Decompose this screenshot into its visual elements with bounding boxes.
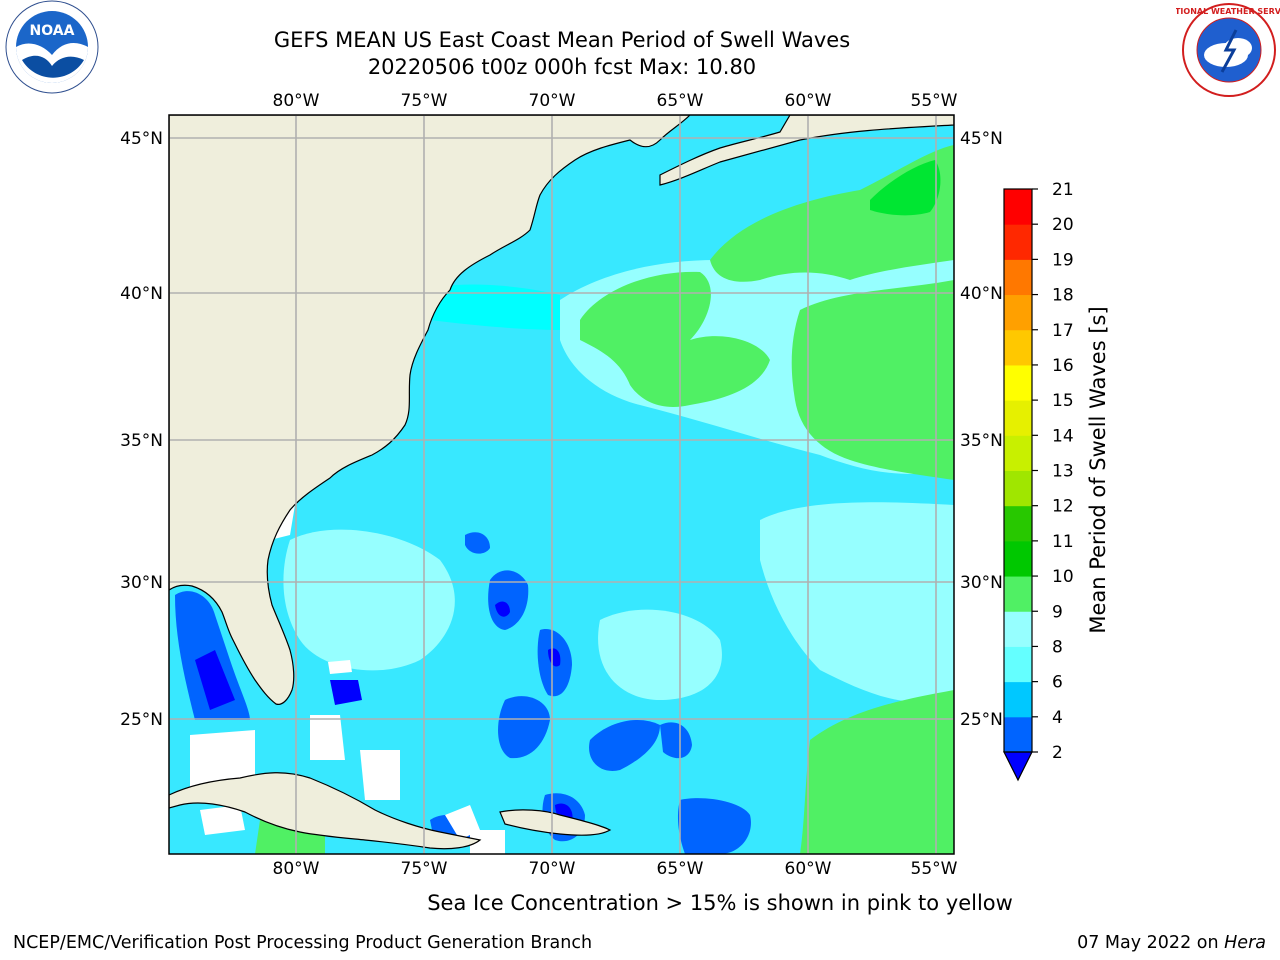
colorbar-under-arrow xyxy=(1003,751,1033,782)
land-hispaniola xyxy=(499,809,612,836)
lon-labels-top: 80°W 75°W 70°W 65°W 60°W 55°W xyxy=(273,91,958,111)
colorbar-band xyxy=(1004,646,1032,683)
lat-tick-label: 40°N xyxy=(960,284,1003,304)
colorbar-band xyxy=(1004,576,1032,612)
land-north-america xyxy=(169,115,691,705)
field-8-9s-west xyxy=(283,529,455,671)
lat-tick-label: 45°N xyxy=(120,129,163,149)
colorbar-tick-label: 17 xyxy=(1052,321,1074,341)
lat-tick-label: 40°N xyxy=(120,284,163,304)
nws-logo: NATIONAL WEATHER SERVICE xyxy=(1176,3,1280,97)
lat-labels-left: 45°N 40°N 35°N 30°N 25°N xyxy=(120,129,163,730)
svg-text:NATIONAL WEATHER SERVICE: NATIONAL WEATHER SERVICE xyxy=(1176,7,1280,16)
field-9-10s-southeast xyxy=(800,690,954,854)
colorbar-tick-label: 4 xyxy=(1052,708,1063,728)
map-subtitle: 20220506 t00z 000h fcst Max: 10.80 xyxy=(367,55,757,79)
field-9-10s-central xyxy=(580,271,770,408)
land-nova-scotia xyxy=(659,115,954,186)
lat-tick-label: 35°N xyxy=(120,431,163,451)
colorbar-tick-label: 16 xyxy=(1052,356,1074,376)
colorbar-tick-label: 18 xyxy=(1052,286,1074,306)
colorbar-band xyxy=(1004,716,1032,753)
field-9-10s-northeast xyxy=(710,145,954,282)
colorbar-band xyxy=(1004,259,1032,296)
lon-tick-label: 55°W xyxy=(911,91,958,111)
colorbar-tick-label: 14 xyxy=(1052,426,1074,446)
colorbar-tick-label: 10 xyxy=(1052,567,1074,587)
colorbar-band xyxy=(1004,540,1032,577)
lat-tick-label: 30°N xyxy=(120,573,163,593)
lat-labels-right: 45°N 40°N 35°N 30°N 25°N xyxy=(960,129,1003,730)
colorbar-band xyxy=(1004,400,1032,436)
map-frame xyxy=(168,114,955,855)
sea-ice-note: Sea Ice Concentration > 15% is shown in … xyxy=(427,891,1013,915)
noaa-logo: NOAA xyxy=(5,0,99,94)
land-cuba xyxy=(169,772,482,850)
colorbar-tick-label: 9 xyxy=(1052,602,1063,622)
lat-tick-label: 35°N xyxy=(960,431,1003,451)
colorbar-band xyxy=(1004,681,1032,718)
lon-tick-label: 65°W xyxy=(657,91,704,111)
field-10-11s-core xyxy=(870,160,941,216)
date-text: 07 May 2022 on Hera xyxy=(1077,933,1266,953)
colorbar-tick-label: 2 xyxy=(1052,743,1063,763)
lon-tick-label: 80°W xyxy=(273,859,320,879)
lat-tick-label: 30°N xyxy=(960,573,1003,593)
colorbar-tick-label: 20 xyxy=(1052,215,1074,235)
colorbar-label: Mean Period of Swell Waves [s] xyxy=(1086,306,1110,633)
colorbar-band xyxy=(1004,189,1032,225)
colorbar-band xyxy=(1004,435,1032,471)
lon-tick-label: 75°W xyxy=(401,859,448,879)
map-title: GEFS MEAN US East Coast Mean Period of S… xyxy=(273,28,851,52)
map-gridlines xyxy=(169,115,954,854)
colorbar-band xyxy=(1004,294,1032,331)
colorbar-tick-label: 12 xyxy=(1052,497,1074,517)
lon-tick-label: 80°W xyxy=(273,91,320,111)
svg-text:NOAA: NOAA xyxy=(30,23,75,39)
field-9-10s-east xyxy=(791,280,954,480)
colorbar-tick-label: 11 xyxy=(1052,532,1074,552)
lon-tick-label: 75°W xyxy=(401,91,448,111)
lon-tick-label: 70°W xyxy=(529,859,576,879)
lon-tick-label: 65°W xyxy=(657,859,704,879)
colorbar-band xyxy=(1004,364,1032,401)
field-under-2s xyxy=(195,601,573,825)
lon-tick-label: 60°W xyxy=(785,91,832,111)
lon-tick-label: 60°W xyxy=(785,859,832,879)
colorbar-band xyxy=(1004,224,1032,260)
colorbar-tick-label: 6 xyxy=(1052,673,1063,693)
colorbar-tick-label: 15 xyxy=(1052,391,1074,411)
lon-tick-label: 55°W xyxy=(911,859,958,879)
date-value: 07 May 2022 on xyxy=(1077,933,1225,953)
colorbar-band xyxy=(1004,611,1032,647)
lon-tick-label: 70°W xyxy=(529,91,576,111)
colorbar-band xyxy=(1004,470,1032,507)
colorbar-tick-label: 8 xyxy=(1052,637,1063,657)
colorbar: 2 4 6 8 9 10 11 12 13 14 15 16 17 18 19 20 21 xyxy=(1003,180,1074,782)
colorbar-band xyxy=(1004,505,1032,542)
field-8-9s-south xyxy=(598,609,722,700)
machine-name: Hera xyxy=(1224,933,1266,953)
colorbar-tick-label: 19 xyxy=(1052,250,1074,270)
lat-tick-label: 25°N xyxy=(960,710,1003,730)
lat-tick-label: 45°N xyxy=(960,129,1003,149)
colorbar-tick-label: 13 xyxy=(1052,462,1074,482)
colorbar-tick-label: 21 xyxy=(1052,180,1074,200)
field-4-6s-coastal xyxy=(420,284,560,330)
credit-text: NCEP/EMC/Verification Post Processing Pr… xyxy=(13,933,593,953)
map-panel xyxy=(169,115,954,854)
lat-tick-label: 25°N xyxy=(120,710,163,730)
colorbar-band xyxy=(1004,329,1032,366)
lon-labels-bottom: 80°W 75°W 70°W 65°W 60°W 55°W xyxy=(273,859,958,879)
